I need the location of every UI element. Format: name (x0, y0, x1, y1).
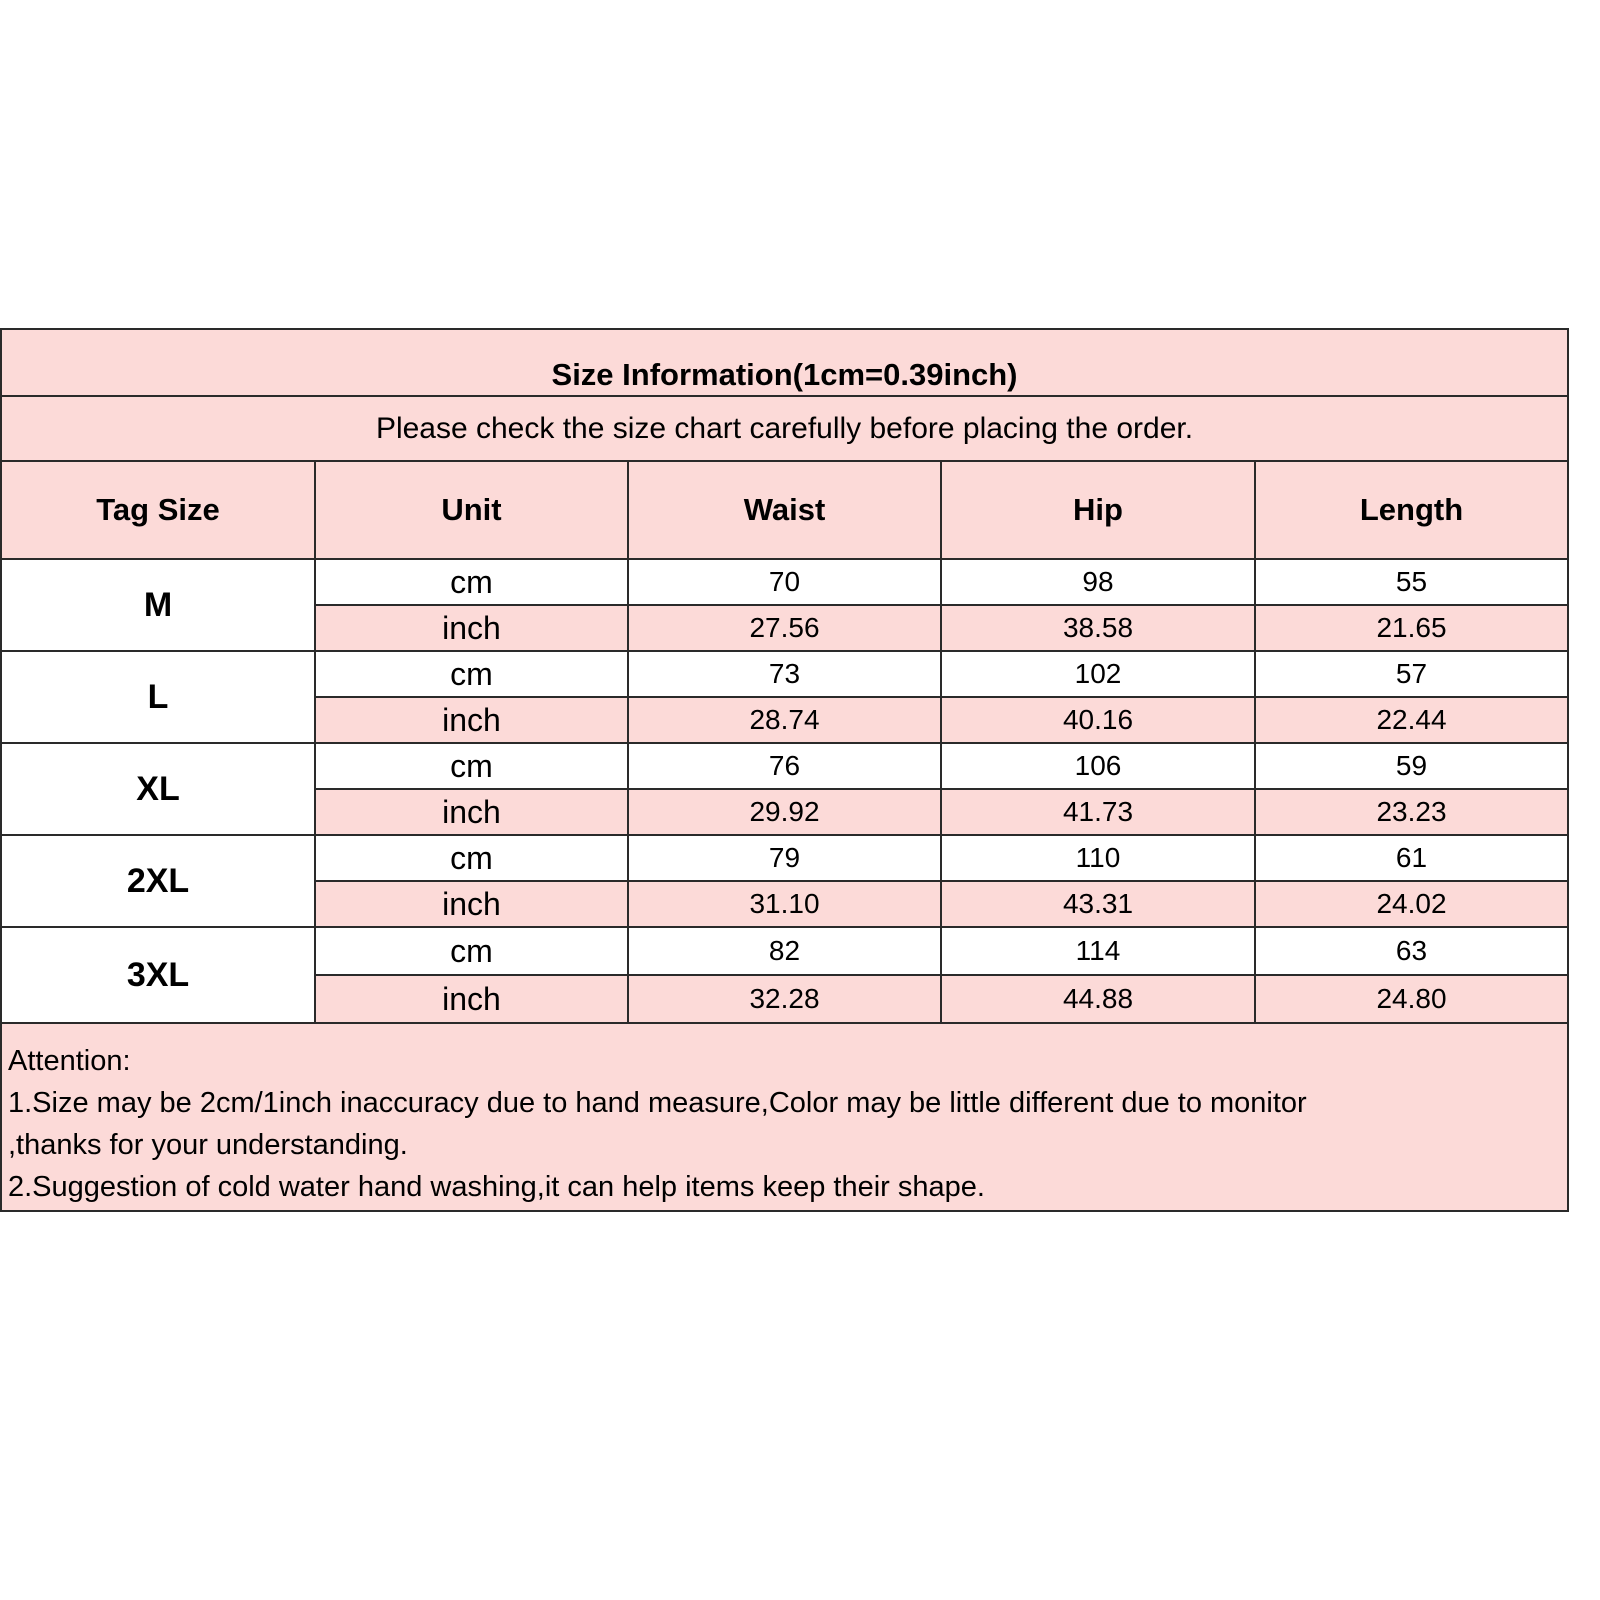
hip-cell: 114 (940, 926, 1256, 976)
attention-notes: Attention: 1.Size may be 2cm/1inch inaccu… (0, 1022, 1570, 1212)
length-cell: 24.80 (1253, 974, 1570, 1024)
table-row: inch 32.28 44.88 24.80 (1, 974, 1570, 1024)
hip-cell: 41.73 (940, 788, 1256, 836)
table-row: inch 28.74 40.16 22.44 (1, 696, 1570, 744)
waist-cell: 70 (627, 558, 942, 606)
length-cell: 24.02 (1253, 880, 1570, 928)
unit-cell: inch (314, 696, 629, 744)
length-cell: 55 (1253, 558, 1570, 606)
tag-size-cell: XL (0, 742, 316, 836)
unit-cell: inch (314, 880, 629, 928)
chart-title: Size Information(1cm=0.39inch) (0, 328, 1570, 397)
tag-size-cell: 2XL (0, 834, 316, 928)
waist-cell: 32.28 (627, 974, 942, 1024)
hip-cell: 110 (940, 834, 1256, 882)
hip-cell: 44.88 (940, 974, 1256, 1024)
hip-cell: 40.16 (940, 696, 1256, 744)
chart-subtitle: Please check the size chart carefully be… (0, 395, 1570, 462)
unit-cell: inch (314, 604, 629, 652)
hip-cell: 102 (940, 650, 1256, 698)
header-hip: Hip (940, 460, 1256, 560)
attention-line: ,thanks for your understanding. (8, 1129, 408, 1161)
unit-cell: cm (314, 742, 629, 790)
waist-cell: 76 (627, 742, 942, 790)
table-row: inch 29.92 41.73 23.23 (1, 788, 1570, 836)
attention-line: 2.Suggestion of cold water hand washing,… (8, 1171, 985, 1203)
table-row: 3XL cm 82 114 63 (0, 926, 1570, 1024)
tag-size-cell: L (0, 650, 316, 744)
hip-cell: 43.31 (940, 880, 1256, 928)
waist-cell: 31.10 (627, 880, 942, 928)
waist-cell: 28.74 (627, 696, 942, 744)
waist-cell: 29.92 (627, 788, 942, 836)
waist-cell: 79 (627, 834, 942, 882)
unit-cell: cm (314, 558, 629, 606)
tag-size-cell: M (0, 558, 316, 652)
size-chart-table: Size Information(1cm=0.39inch) Please ch… (0, 328, 1570, 1212)
unit-cell: cm (314, 926, 629, 976)
hip-cell: 38.58 (940, 604, 1256, 652)
hip-cell: 98 (940, 558, 1256, 606)
length-cell: 22.44 (1253, 696, 1570, 744)
length-cell: 59 (1253, 742, 1570, 790)
length-cell: 57 (1253, 650, 1570, 698)
attention-line: 1.Size may be 2cm/1inch inaccuracy due t… (8, 1087, 1307, 1119)
length-cell: 21.65 (1253, 604, 1570, 652)
waist-cell: 82 (627, 926, 942, 976)
attention-line: Attention: (8, 1045, 131, 1077)
table-row: 2XL cm 79 110 61 (0, 834, 1570, 928)
waist-cell: 27.56 (627, 604, 942, 652)
header-length: Length (1253, 460, 1570, 560)
length-cell: 63 (1253, 926, 1570, 976)
unit-cell: cm (314, 650, 629, 698)
header-unit: Unit (314, 460, 629, 560)
table-row: inch 27.56 38.58 21.65 (1, 604, 1570, 652)
tag-size-cell: 3XL (0, 926, 316, 1024)
header-waist: Waist (627, 460, 942, 560)
unit-cell: inch (314, 974, 629, 1024)
table-row: inch 31.10 43.31 24.02 (1, 880, 1570, 928)
table-row: XL cm 76 106 59 (0, 742, 1570, 836)
unit-cell: inch (314, 788, 629, 836)
unit-cell: cm (314, 834, 629, 882)
hip-cell: 106 (940, 742, 1256, 790)
header-tag-size: Tag Size (0, 460, 316, 560)
waist-cell: 73 (627, 650, 942, 698)
length-cell: 23.23 (1253, 788, 1570, 836)
length-cell: 61 (1253, 834, 1570, 882)
